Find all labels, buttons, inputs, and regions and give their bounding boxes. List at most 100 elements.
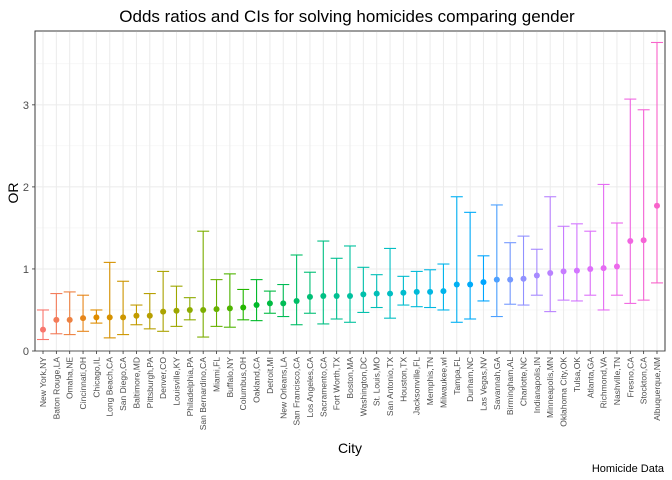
errorbar-point [450,196,463,323]
or-point [240,304,247,311]
x-tick-label: Memphis,TN [425,357,435,405]
x-tick-label: Richmond,VA [599,357,609,409]
errorbar-point [197,230,210,338]
y-tick-label: 2 [23,182,29,194]
errorbar-point [504,242,517,305]
x-tick-label: Buffalo,NY [225,357,235,398]
or-point [413,288,420,295]
chart-title: Odds ratios and CIs for solving homicide… [119,7,575,26]
y-axis-ticks: 0 1 2 3 [23,100,35,358]
x-tick-label: New Orleans,LA [278,357,288,419]
x-tick-label: Long Beach,CA [105,357,115,417]
x-tick-label: St. Louis,MO [372,357,382,407]
x-tick-label: Boston,MA [345,357,355,399]
y-tick-label: 1 [23,264,29,276]
or-point [93,314,100,321]
x-tick-label: Fort Worth,TX [332,357,342,411]
errorbar-point [77,294,90,332]
or-point [493,276,500,283]
errorbar-point [277,283,290,318]
x-tick-label: Savannah,GA [492,357,502,410]
errorbar-point [557,225,570,301]
or-point [186,306,193,313]
x-axis-ticks: New York,NY Baton Rouge,LA Omaha,NE Cincinn… [38,351,662,430]
or-point [467,281,474,288]
errorbar-point [250,279,263,322]
errorbar-point [170,285,183,327]
x-tick-label: Los Angeles,CA [305,357,315,418]
x-tick-label: Nashville,TN [612,357,622,405]
errorbar-point [637,109,650,301]
or-point [587,265,594,272]
x-tick-label: Oklahoma City,OK [559,357,569,427]
errorbar-point [464,211,477,320]
x-tick-label: Jacksonville,FL [412,357,422,415]
x-tick-label: Stockton,CA [639,357,649,405]
errorbar-point [410,270,423,308]
y-axis-title: OR [5,183,21,204]
or-point [160,308,167,315]
x-tick-label: San Diego,CA [118,357,128,411]
errorbar-point [597,183,610,311]
or-point [53,316,60,323]
x-tick-label: Atlanta,GA [585,357,595,398]
errorbar-point [477,255,490,302]
errorbar-point [63,291,76,336]
y-tick-label: 0 [23,346,29,358]
errorbar-point [143,293,156,330]
errorbar-point [90,309,103,324]
or-point [547,270,554,277]
errorbar-point [397,275,410,306]
x-tick-label: Louisville,KY [171,357,181,406]
errorbar-point [570,223,583,302]
or-point [253,302,260,309]
errorbar-point [223,273,236,328]
x-tick-label: Oakland,CA [252,357,262,403]
or-point [347,293,353,300]
or-point [80,315,87,322]
or-point [226,305,233,312]
errorbar-point [650,41,663,284]
or-point [40,326,47,333]
or-point [560,268,567,275]
x-tick-label: Baltimore,MD [131,357,141,408]
or-point [453,281,460,288]
x-tick-label: Chicago,IL [91,357,101,398]
or-point [266,300,273,307]
errorbar-point [424,269,437,309]
or-point [640,237,647,244]
or-point [440,288,447,295]
errorbar-point [237,288,250,321]
or-point [387,290,394,297]
x-tick-label: Omaha,NE [65,357,75,399]
gridlines [34,30,666,352]
errorbar-point [130,304,143,326]
x-tick-label: Baton Rouge,LA [51,357,61,420]
x-tick-label: San Francisco,CA [292,357,302,426]
x-tick-label: San Antonio,TX [385,357,395,416]
x-tick-label: Washington,DC [358,357,368,416]
x-tick-label: Cincinnati,OH [78,357,88,409]
or-point [146,312,153,319]
or-point [320,293,327,300]
or-point [520,275,527,282]
errorbar-point [263,290,276,314]
errorbar-point [117,280,130,336]
or-point [400,289,407,296]
error-bars [37,41,663,341]
errorbar-point [624,98,637,304]
or-point [133,312,140,319]
errorbar-point [330,257,343,320]
errorbar-point [357,266,370,313]
x-tick-label: Durham,NC [465,357,475,402]
or-point [507,276,514,283]
x-tick-label: San Bernardino,CA [198,357,208,431]
or-point [280,300,287,307]
x-tick-label: Albuquerque,NM [652,357,662,421]
errorbar-point [530,248,543,296]
chart-caption: Homicide Data [592,463,665,475]
errorbar-point [384,247,397,319]
x-tick-label: Birmingham,AL [505,357,515,415]
or-point [66,316,73,323]
